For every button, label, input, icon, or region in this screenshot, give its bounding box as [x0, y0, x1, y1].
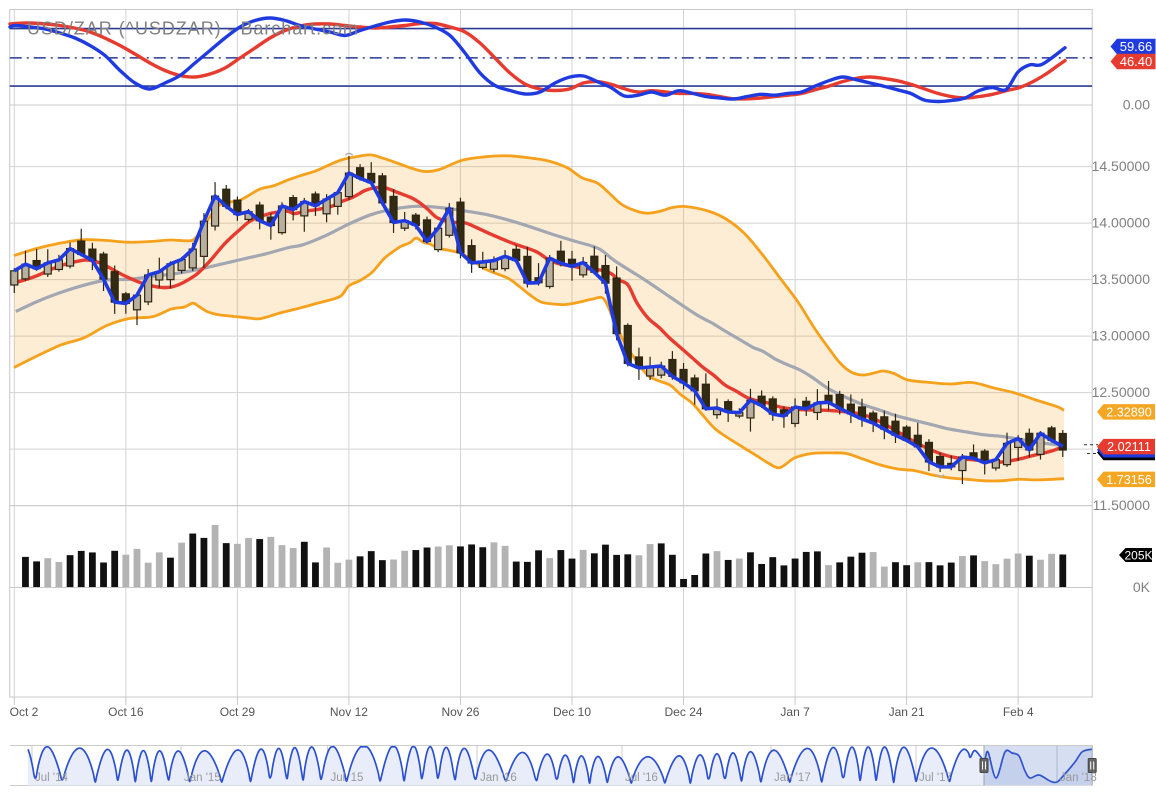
svg-text:Jan '18: Jan '18 [1060, 772, 1097, 784]
svg-text:Jul '17: Jul '17 [919, 772, 952, 784]
svg-text:Nov 26: Nov 26 [441, 705, 479, 719]
svg-text:Oct 16: Oct 16 [108, 705, 144, 719]
svg-text:205K: 205K [1124, 549, 1152, 563]
svg-text:Jan '15: Jan '15 [184, 772, 221, 784]
svg-text:Jan '17: Jan '17 [774, 772, 811, 784]
svg-text:Feb 4: Feb 4 [1003, 705, 1034, 719]
svg-text:USD/ZAR (^USDZAR) - Barchart.c: USD/ZAR (^USDZAR) - Barchart.com [27, 19, 359, 39]
svg-text:13.00000: 13.00000 [1092, 328, 1151, 344]
svg-text:Jul '15: Jul '15 [331, 772, 364, 784]
svg-text:Nov 12: Nov 12 [330, 705, 368, 719]
svg-text:14.00000: 14.00000 [1092, 215, 1151, 231]
svg-text:Jan 7: Jan 7 [780, 705, 810, 719]
svg-text:11.50000: 11.50000 [1093, 497, 1151, 513]
svg-text:Jan 21: Jan 21 [889, 705, 925, 719]
svg-text:0.00: 0.00 [1123, 97, 1150, 113]
svg-text:2.02111: 2.02111 [1107, 440, 1151, 454]
svg-text:0K: 0K [1133, 579, 1151, 595]
svg-text:Jul '16: Jul '16 [625, 772, 658, 784]
svg-text:Jul '14: Jul '14 [35, 772, 68, 784]
svg-text:Oct 29: Oct 29 [220, 705, 256, 719]
svg-text:59.66: 59.66 [1120, 39, 1153, 54]
svg-text:Dec 24: Dec 24 [665, 705, 703, 719]
svg-text:Dec 10: Dec 10 [553, 705, 591, 719]
svg-text:13.50000: 13.50000 [1092, 271, 1151, 287]
svg-text:2.32890: 2.32890 [1106, 405, 1152, 419]
svg-text:12.50000: 12.50000 [1092, 384, 1151, 400]
svg-text:46.40: 46.40 [1120, 54, 1153, 69]
svg-text:Jan '16: Jan '16 [480, 772, 517, 784]
svg-text:Oct 2: Oct 2 [10, 705, 39, 719]
svg-text:1.73156: 1.73156 [1106, 473, 1152, 487]
svg-text:14.50000: 14.50000 [1092, 158, 1151, 174]
